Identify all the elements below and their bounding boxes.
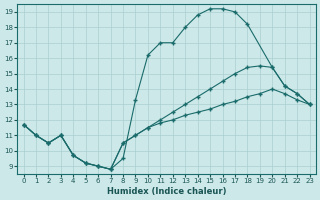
X-axis label: Humidex (Indice chaleur): Humidex (Indice chaleur)	[107, 187, 226, 196]
